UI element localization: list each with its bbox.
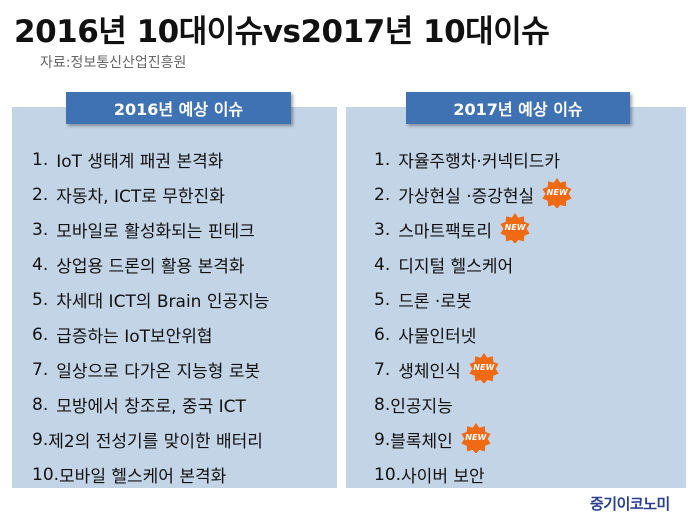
list-item: 7. 생체인식 NEW — [374, 352, 674, 387]
panel-2017 — [346, 107, 686, 488]
new-badge-icon: NEW — [461, 422, 491, 453]
list-item: 7. 일상으로 다가온 지능형 로봇 — [32, 359, 261, 383]
new-badge-icon: NEW — [469, 352, 499, 383]
list-item: 2. 자동차, ICT로 무한진화 — [32, 184, 225, 208]
panel-header-2017: 2017년 예상 이슈 — [406, 92, 630, 124]
new-badge-icon: NEW — [500, 212, 530, 243]
list-item: 4. 상업용 드론의 활용 본격화 — [32, 254, 245, 278]
list-item: 1. 자율주행차·커넥티드카 — [374, 149, 561, 173]
list-item: 8. 모방에서 창조로, 중국 ICT — [32, 394, 246, 418]
issue-list-2017: 1. 자율주행차·커넥티드카 2. 가상현실 ·증강현실 NEW 3. 스마트팩토리 … — [374, 142, 674, 492]
panel-2016 — [12, 107, 337, 488]
list-item: 5. 차세대 ICT의 Brain 인공지능 — [32, 289, 270, 313]
list-item: 6. 급증하는 IoT보안위협 — [32, 324, 213, 348]
source-note: 자료:정보통신산업진흥원 — [40, 55, 187, 71]
panel-header-2016: 2016년 예상 이슈 — [66, 92, 291, 124]
list-item: 9. 제2의 전성기를 맞이한 배터리 — [32, 429, 263, 453]
publisher-logo: 중기이코노미 — [590, 495, 670, 513]
list-item: 6. 사물인터넷 — [374, 324, 477, 348]
page-title: 2016년 10대이슈vs2017년 10대이슈 — [14, 14, 550, 50]
list-item: 3. 스마트팩토리 NEW — [374, 212, 674, 247]
list-item: 10. 모바일 헬스케어 본격화 — [32, 464, 227, 488]
issue-list-2016: 1. IoT 생태계 패권 본격화 2. 자동차, ICT로 무한진화 3. 모바일… — [32, 142, 332, 492]
list-item: 2. 가상현실 ·증강현실 NEW — [374, 177, 674, 212]
list-item: 3. 모바일로 활성화되는 핀테크 — [32, 219, 255, 243]
list-item: 10. 사이버 보안 — [374, 464, 485, 488]
list-item: 8. 인공지능 — [374, 394, 453, 418]
list-item: 4. 디지털 헬스케어 — [374, 254, 514, 278]
list-item: 5. 드론 ·로봇 — [374, 289, 472, 313]
new-badge-icon: NEW — [542, 177, 572, 208]
list-item: 1. IoT 생태계 패권 본격화 — [32, 149, 224, 173]
list-item: 9. 블록체인 NEW — [374, 422, 674, 457]
